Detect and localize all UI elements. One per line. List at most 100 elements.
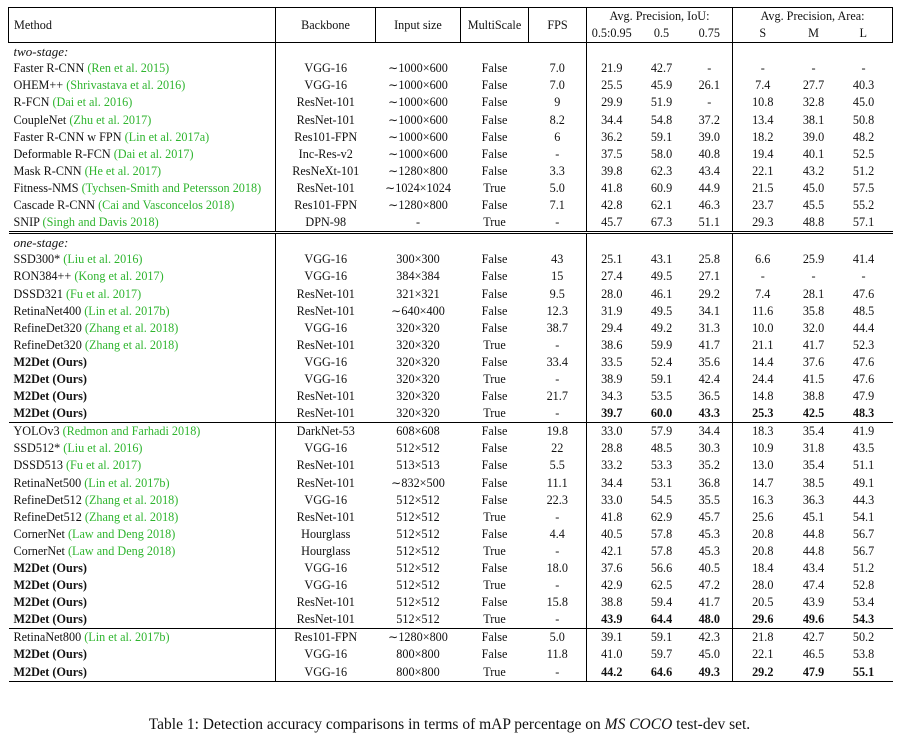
- cell: True: [461, 664, 529, 682]
- cell: 5.5: [528, 457, 587, 475]
- cell-text: 49.1: [852, 475, 875, 490]
- cell: 34.3: [587, 388, 637, 405]
- cell-text: 320×320: [396, 371, 440, 386]
- cell-text: 33.0: [601, 492, 623, 507]
- cell: False: [460, 422, 529, 441]
- cell: VGG-16: [276, 60, 376, 77]
- cell: ResNet-101: [276, 405, 376, 423]
- cell: 37.6: [793, 354, 835, 371]
- method-cell: RetinaNet800 (Lin et al. 2017b): [8, 628, 276, 647]
- cell: 7.0: [528, 77, 587, 95]
- cell: False: [461, 146, 529, 163]
- cell-text: 41.7: [802, 337, 825, 352]
- cell: 67.3: [637, 214, 687, 233]
- cell: 29.4: [587, 320, 637, 337]
- cell-text: 42.5: [802, 406, 825, 421]
- cell: ResNet-101: [276, 303, 376, 320]
- cell: 47.9: [835, 388, 893, 405]
- cell-text: False: [481, 286, 508, 301]
- cell: 38.7: [528, 319, 587, 337]
- cell: 46.5: [793, 646, 835, 663]
- header-cell: Input size: [375, 7, 461, 43]
- cell-text: 33.4: [546, 354, 568, 369]
- cell-text: -: [415, 215, 421, 230]
- cell: ResNet-101: [276, 94, 376, 111]
- cell-text: 45.7: [698, 509, 720, 524]
- cell: 29.2: [686, 285, 733, 303]
- cell: 48.5: [835, 303, 893, 320]
- cell-text: 23.7: [752, 198, 774, 213]
- cell: False: [461, 112, 529, 129]
- citation: (Cai and Vasconcelos 2018): [98, 198, 235, 213]
- cell: 43: [528, 251, 587, 269]
- method-name: SNIP: [13, 215, 40, 230]
- cell: -: [686, 60, 733, 78]
- cell: 25.9: [793, 251, 835, 268]
- cell: 10.9: [733, 440, 793, 457]
- method-cell: RetinaNet500 (Lin et al. 2017b): [8, 474, 276, 492]
- method-cell: Deformable R-FCN (Dai et al. 2017): [8, 145, 276, 163]
- cell-text: ∼640×400: [391, 303, 445, 318]
- cell-text: 59.1: [650, 630, 673, 645]
- table-row: SSD512* (Liu et al. 2016) VGG-16 512×512 Fa…: [8, 440, 893, 458]
- cell-text: 34.4: [601, 475, 623, 490]
- cell: 45.0: [793, 180, 835, 197]
- cell: 41.8: [587, 509, 637, 526]
- caption-emphasis: MS COCO: [604, 716, 673, 733]
- cell: 34.4: [587, 112, 637, 129]
- cell: True: [461, 509, 529, 526]
- method-name: M2Det (Ours): [13, 389, 87, 404]
- table-row: RON384++ (Kong et al. 2017) VGG-16 384×384…: [8, 268, 893, 286]
- cell-text: 36.8: [698, 475, 720, 490]
- cell-text: 44.2: [601, 664, 623, 679]
- cell-text: True: [483, 215, 506, 230]
- cell: 39.0: [686, 128, 733, 146]
- cell-text: ResNet-101: [296, 595, 355, 610]
- cell: Hourglass: [276, 543, 376, 560]
- cell-text: 29.9: [601, 95, 623, 110]
- cell-text: ∼1280×800: [388, 198, 448, 213]
- citation: (Fu et al. 2017): [66, 458, 142, 473]
- cell: 7.4: [733, 286, 793, 303]
- cell-text: 29.6: [752, 612, 774, 627]
- method-name: Deformable R-FCN: [13, 146, 111, 161]
- cell-text: False: [481, 303, 508, 318]
- cell: VGG-16: [276, 577, 376, 594]
- cell: 38.8: [587, 594, 637, 611]
- cell-text: 43.9: [802, 595, 825, 610]
- cell: 50.2: [834, 628, 893, 647]
- cell-text: -: [555, 337, 560, 352]
- cell: True: [461, 543, 529, 560]
- cell: 300×300: [376, 251, 461, 268]
- table-row: SSD300* (Liu et al. 2016) VGG-16 300×300 Fa…: [8, 251, 893, 269]
- cell: 49.6: [793, 611, 835, 629]
- cell-text: ResNet-101: [296, 286, 355, 301]
- citation: (Liu et al. 2016): [63, 252, 143, 267]
- cell: 41.7: [686, 336, 733, 354]
- cell-text: -: [760, 61, 765, 76]
- header-cell: S: [732, 25, 793, 43]
- cell: 36.2: [587, 129, 637, 146]
- cell-text: ResNeXt-101: [292, 163, 360, 178]
- header-cell: 0.75: [686, 25, 733, 43]
- cell: 51.9: [637, 94, 687, 111]
- cell-text: 21.8: [752, 630, 774, 645]
- method-name: CoupleNet: [13, 112, 67, 127]
- cell: 47.6: [835, 286, 893, 303]
- cell-text: DPN-98: [305, 215, 347, 230]
- cell-text: 25.8: [698, 252, 720, 267]
- cell-text: 35.4: [802, 424, 825, 439]
- citation: (Lin et al. 2017a): [124, 129, 210, 144]
- cell: True: [461, 577, 529, 594]
- method-cell: SSD300* (Liu et al. 2016): [8, 251, 276, 269]
- cell-text: 33.0: [601, 424, 623, 439]
- cell-text: 42.4: [698, 371, 720, 386]
- cell: -: [528, 405, 587, 423]
- cell-text: 57.5: [852, 180, 875, 195]
- cell-text: -: [861, 61, 866, 76]
- cell-text: ∼1024×1024: [385, 180, 451, 195]
- cell: 34.1: [686, 302, 733, 320]
- cell: 19.4: [733, 146, 793, 163]
- method-cell: CornerNet (Law and Deng 2018): [8, 542, 276, 560]
- cell: 60.9: [637, 180, 687, 197]
